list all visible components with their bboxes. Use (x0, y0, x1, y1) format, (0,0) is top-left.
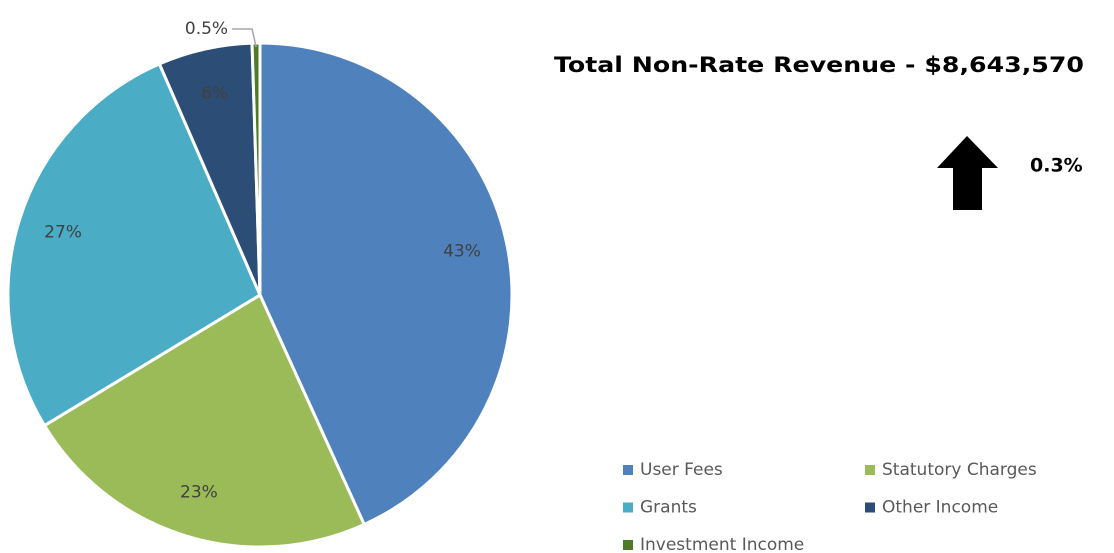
legend-swatch (623, 502, 633, 513)
legend-swatch (623, 465, 633, 475)
data-label: 23% (180, 482, 218, 502)
legend-label: User Fees (640, 460, 723, 480)
annotation: 0.3% (1030, 155, 1083, 177)
data-label: 6% (201, 83, 228, 103)
legend-label: Other Income (882, 498, 998, 518)
pie-slice (42, 292, 367, 549)
pie-slice (258, 41, 514, 527)
legend-swatch (865, 502, 875, 513)
up-arrow (937, 136, 998, 210)
chart-title: Total Non-Rate Revenue - $8,643,570 (554, 53, 1084, 77)
legend-label: Statutory Charges (882, 460, 1037, 480)
pie-slice (250, 41, 262, 296)
legend-swatch (865, 465, 875, 475)
legend-label: Investment Income (640, 535, 804, 553)
legend-label: Grants (640, 498, 697, 518)
leader-line (232, 28, 257, 48)
data-label: 43% (443, 241, 481, 261)
pie-slice (6, 61, 262, 428)
legend-swatch (623, 540, 633, 550)
data-label: 27% (44, 222, 82, 242)
data-label: 0.5% (185, 19, 228, 39)
